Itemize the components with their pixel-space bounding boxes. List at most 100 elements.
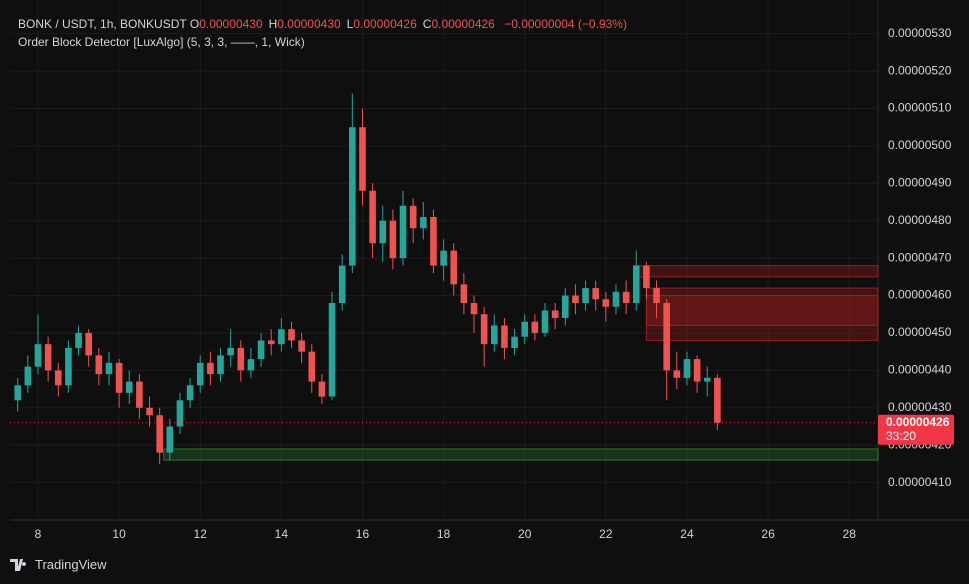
y-tick-label: 0.00000490 (888, 175, 952, 189)
candle-body (318, 381, 326, 397)
order-block (645, 295, 879, 341)
candle-body (156, 415, 163, 453)
candle-body (501, 325, 508, 348)
candle-body (14, 385, 22, 401)
ohlc-key: C (422, 17, 432, 31)
candle-body (338, 265, 346, 304)
candle-body (683, 359, 691, 378)
logo (10, 558, 27, 571)
y-tick-label: 0.00000530 (888, 26, 952, 40)
candle-body (430, 216, 437, 266)
candle-body (663, 303, 670, 371)
candle-body (379, 220, 387, 244)
x-tick-label: 14 (275, 527, 289, 541)
candle-body (237, 347, 245, 371)
candle-body (572, 295, 579, 304)
candle-body (278, 329, 285, 345)
candle-body (227, 347, 234, 356)
candle-body (541, 310, 549, 333)
candle-body (490, 325, 498, 345)
candle-body (399, 205, 407, 259)
order-block (645, 287, 879, 326)
last-price-box (878, 414, 954, 445)
candle-body (602, 299, 610, 307)
x-tick-label: 10 (112, 527, 126, 541)
candle-body (612, 291, 620, 307)
candle-body (420, 216, 427, 229)
candle-body (85, 332, 92, 356)
candle-body (247, 359, 255, 371)
candle-body (217, 355, 224, 375)
candle-body (196, 362, 204, 386)
y-tick-label: 0.00000430 (888, 400, 952, 414)
last-price-label: 0.00000426 (886, 415, 950, 429)
candle-body (359, 127, 366, 191)
candle-body (65, 347, 72, 386)
candle-body (267, 340, 275, 345)
x-tick-label: 20 (518, 527, 532, 541)
candle-body (592, 288, 599, 300)
x-tick-label: 16 (356, 527, 370, 541)
ohlc-value: 0.00000426 (431, 17, 495, 31)
candle-body (389, 220, 397, 259)
candle-body (632, 265, 640, 304)
x-tick-label: 8 (35, 527, 42, 541)
candle-body (24, 366, 32, 386)
symbol: BONK / USDT, 1h, BONKUSDT (18, 17, 187, 31)
change: −0.00000004 (−0.93%) (504, 17, 627, 31)
candle-body (673, 370, 681, 378)
ohlc-value: 0.00000430 (199, 17, 263, 31)
candle-body (125, 381, 133, 393)
candle-body (470, 303, 478, 315)
candle-body (75, 332, 82, 348)
ohlc-key: H (268, 17, 278, 31)
candle-body (308, 351, 316, 382)
x-tick-label: 28 (843, 527, 857, 541)
candle-body (551, 310, 559, 318)
candle-body (440, 250, 447, 266)
indicator-legend[interactable]: Order Block Detector [LuxAlgo] (5, 3, 3,… (18, 35, 305, 49)
candle-body (511, 336, 518, 348)
candle-body (622, 291, 630, 304)
candle-body (409, 205, 417, 229)
y-tick-label: 0.00000500 (888, 138, 952, 152)
candle-body (480, 314, 488, 345)
candle-body (561, 295, 569, 318)
candle-body (349, 127, 356, 266)
y-tick-label: 0.00000410 (888, 475, 952, 489)
y-tick-label: 0.00000460 (888, 288, 952, 302)
ohlc-key: O (189, 17, 200, 31)
candle-body (146, 407, 153, 416)
y-tick-label: 0.00000450 (888, 325, 952, 339)
candle-body (460, 284, 468, 304)
candle-body (328, 303, 336, 397)
candle-body (369, 190, 376, 244)
candle-body (703, 377, 711, 382)
brand: TradingView (35, 557, 107, 572)
order-block (633, 265, 879, 278)
candle-body (298, 340, 305, 352)
ohlc-value: 0.00000430 (277, 17, 341, 31)
footer[interactable]: TradingView (10, 557, 107, 572)
y-tick-label: 0.00000470 (888, 250, 952, 264)
x-tick-label: 22 (599, 527, 613, 541)
x-tick-label: 26 (761, 527, 775, 541)
candle-body (54, 370, 62, 386)
candle-body (257, 340, 265, 360)
countdown: 33:20 (886, 429, 916, 443)
candle-body (95, 355, 103, 375)
x-tick-label: 12 (194, 527, 208, 541)
y-tick-label: 0.00000520 (888, 63, 952, 77)
y-tick-label: 0.00000510 (888, 101, 952, 115)
candle-body (714, 377, 721, 423)
candle-body (34, 344, 42, 367)
candle-body (105, 362, 113, 375)
candle-body (582, 288, 589, 304)
x-tick-label: 24 (680, 527, 694, 541)
ohlc: O0.00000430 H0.00000430 L0.00000426 C0.0000… (190, 17, 501, 31)
symbol-legend: BONK / USDT, 1h, BONKUSDT O0.00000430 H0.… (18, 17, 627, 31)
candle-body (136, 381, 143, 408)
candle-body (653, 288, 660, 304)
